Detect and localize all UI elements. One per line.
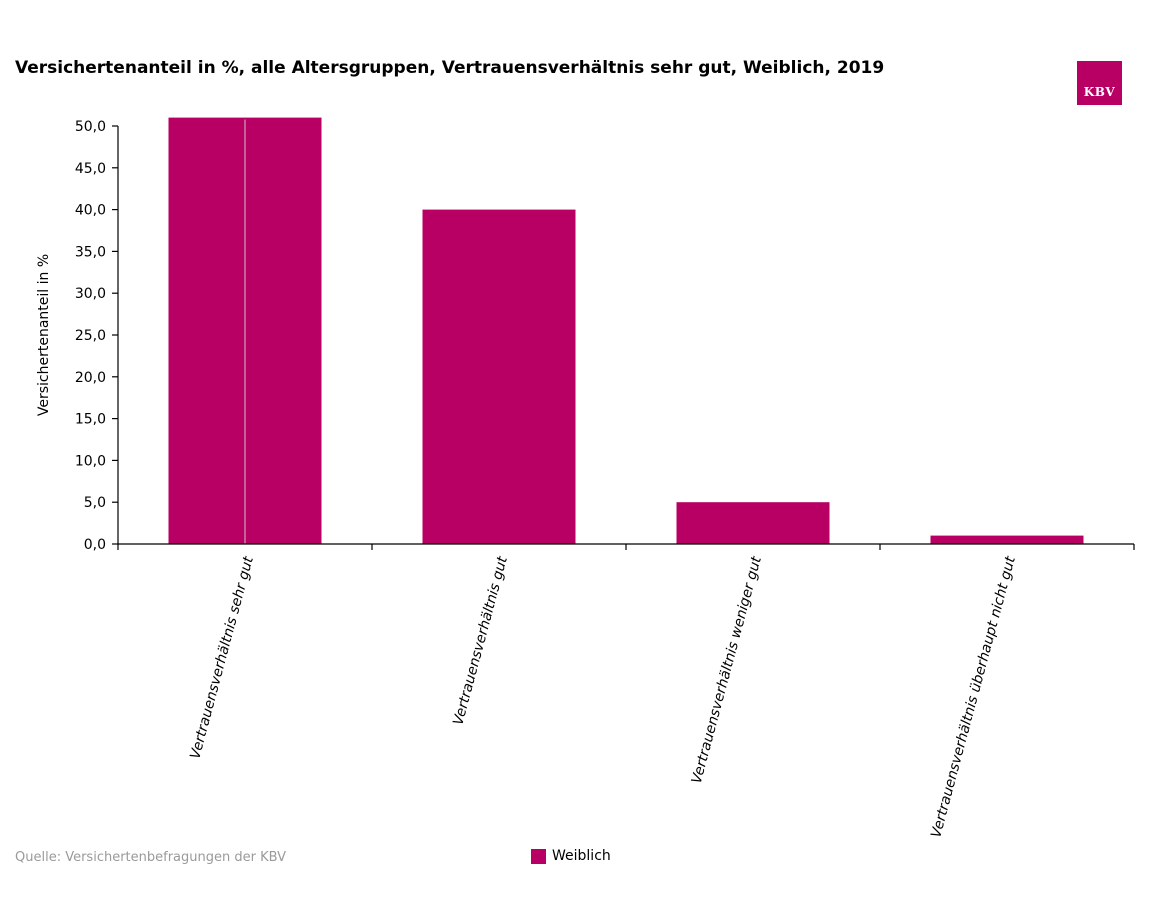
bar xyxy=(676,502,830,544)
legend-swatch xyxy=(531,848,546,864)
y-tick-label: 35,0 xyxy=(75,244,106,260)
y-tick-label: 5,0 xyxy=(84,495,106,511)
bar xyxy=(422,209,576,544)
x-tick-label: Vertrauensverhältnis sehr gut xyxy=(187,554,257,760)
bar xyxy=(930,535,1084,544)
y-tick-label: 45,0 xyxy=(75,161,106,177)
y-tick-label: 10,0 xyxy=(75,453,106,469)
y-axis-title: Versichertenanteil in % xyxy=(36,254,52,416)
source-note: Quelle: Versichertenbefragungen der KBV xyxy=(15,850,287,865)
x-tick-label: Vertrauensverhältnis gut xyxy=(450,554,511,727)
y-tick-label: 20,0 xyxy=(75,370,106,386)
kbv-logo: KBV xyxy=(1077,61,1122,105)
legend-label: Weiblich xyxy=(552,848,611,864)
kbv-logo-text: KBV xyxy=(1083,85,1116,99)
y-tick-label: 0,0 xyxy=(84,537,106,553)
x-tick-label: Vertrauensverhältnis weniger gut xyxy=(689,554,765,785)
y-tick-label: 40,0 xyxy=(75,203,106,219)
y-tick-label: 15,0 xyxy=(75,412,106,428)
y-tick-label: 30,0 xyxy=(75,286,106,302)
legend: Weiblich xyxy=(531,848,611,864)
y-tick-label: 50,0 xyxy=(75,119,106,135)
y-tick-label: 25,0 xyxy=(75,328,106,344)
chart-title: Versichertenanteil in %, alle Altersgrup… xyxy=(15,58,885,78)
x-tick-label: Vertrauensverhältnis überhaupt nicht gut xyxy=(928,554,1019,839)
